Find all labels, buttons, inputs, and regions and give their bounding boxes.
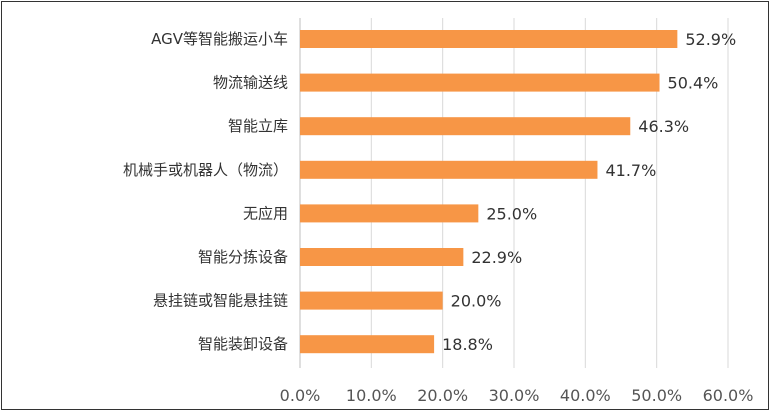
category-label: 智能分拣设备	[198, 248, 288, 266]
bars	[300, 30, 678, 354]
category-label: 机械手或机器人（物流）	[123, 161, 288, 179]
x-tick-label: 30.0%	[489, 386, 540, 405]
x-tick-label: 20.0%	[417, 386, 468, 405]
gridlines	[299, 18, 729, 368]
bar	[300, 335, 435, 354]
category-label: 无应用	[243, 204, 288, 222]
bar	[300, 160, 598, 179]
bar	[300, 73, 660, 92]
value-label: 41.7%	[605, 161, 656, 180]
bar	[300, 204, 479, 223]
bar	[300, 117, 631, 136]
category-label: 智能装卸设备	[198, 335, 288, 353]
x-tick-label: 60.0%	[703, 386, 754, 405]
bar	[300, 30, 678, 48]
value-label: 18.8%	[442, 335, 493, 354]
value-labels: 52.9% 50.4% 46.3% 41.7% 25.0% 22.9% 20.0% 18.8%	[442, 30, 736, 354]
category-label: 物流输送线	[213, 74, 288, 92]
category-label: AGV等智能搬运小车	[151, 30, 288, 48]
value-label: 20.0%	[451, 292, 502, 311]
x-tick-label: 10.0%	[346, 386, 397, 405]
value-label: 46.3%	[638, 117, 689, 136]
category-label: 悬挂链或智能悬挂链	[153, 292, 288, 310]
x-tick-label: 50.0%	[631, 386, 682, 405]
bar	[300, 291, 443, 310]
value-label: 22.9%	[471, 248, 522, 267]
x-tick-labels: 0.0% 10.0% 20.0% 30.0% 40.0% 50.0% 60.0%	[280, 386, 754, 405]
value-label: 50.4%	[668, 74, 719, 93]
category-label: 智能立库	[228, 117, 288, 135]
value-label: 52.9%	[685, 30, 736, 49]
value-label: 25.0%	[486, 204, 537, 223]
x-tick-label: 0.0%	[280, 386, 321, 405]
bar	[300, 248, 464, 266]
x-tick-label: 40.0%	[560, 386, 611, 405]
